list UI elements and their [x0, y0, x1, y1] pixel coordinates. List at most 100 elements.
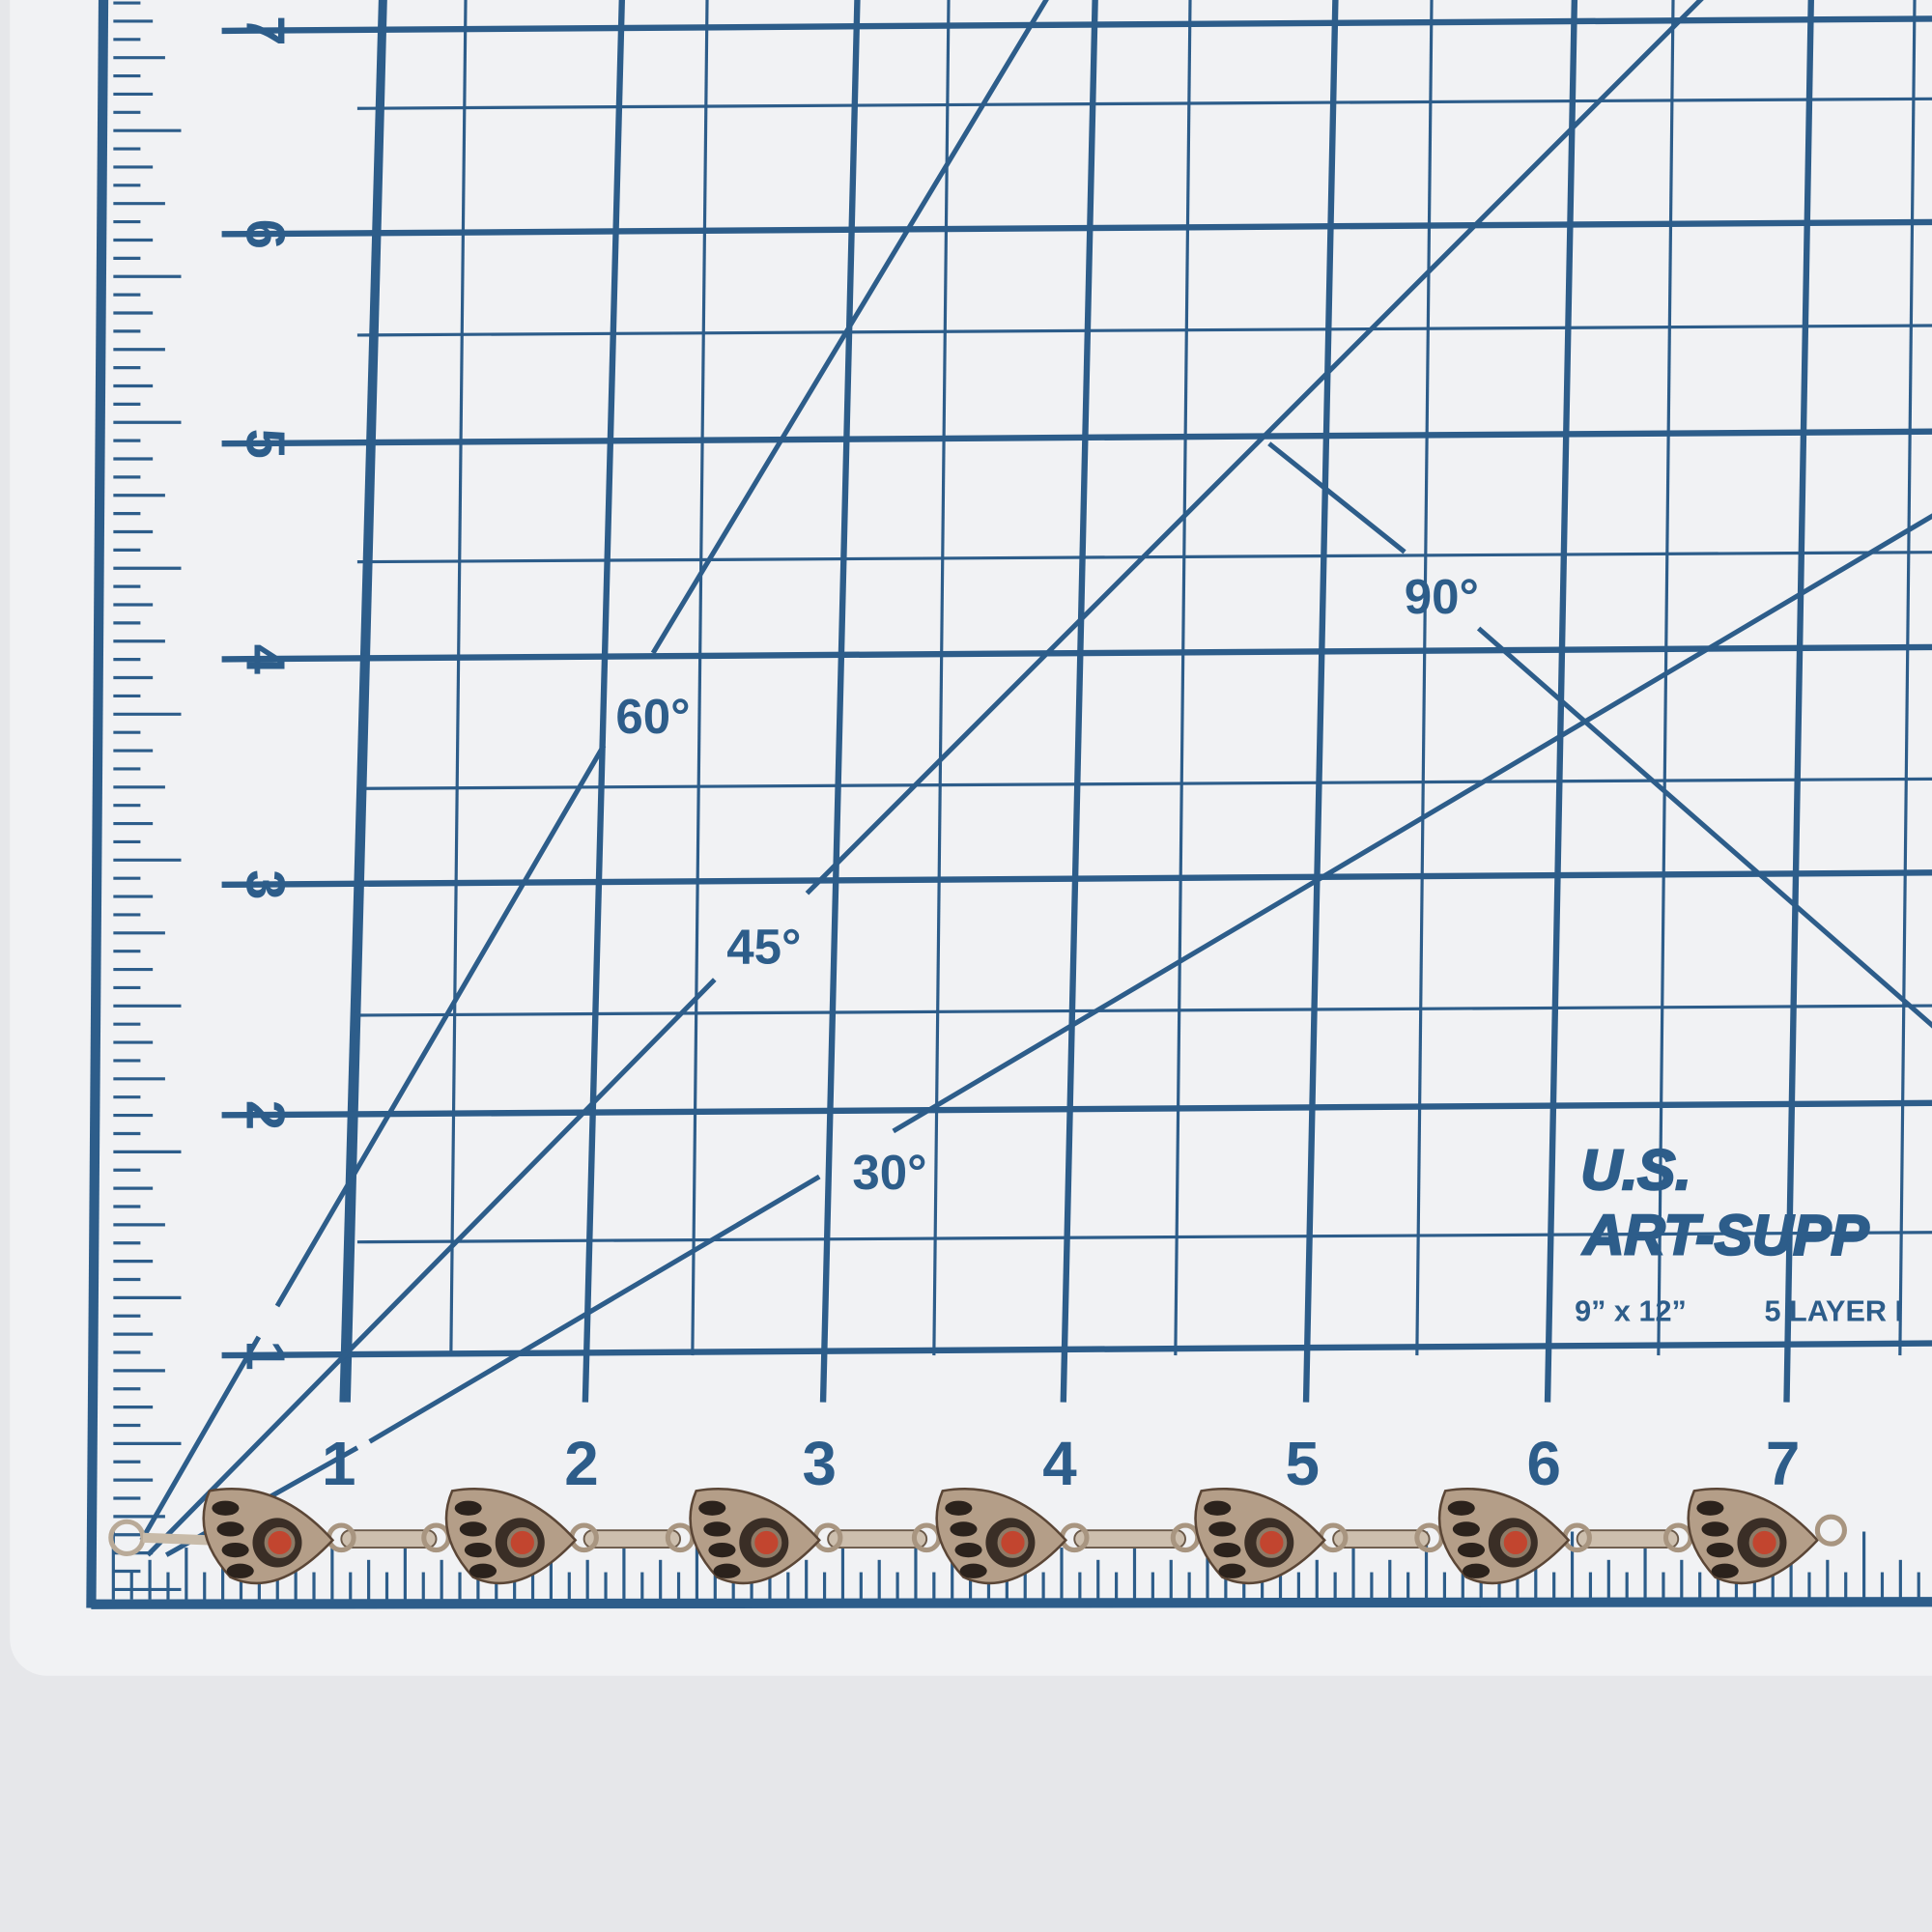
logo-line: U.S. — [1580, 1139, 1690, 1202]
minor-grid-line — [1415, 0, 1434, 1356]
paw-claw — [454, 1500, 482, 1516]
angle-line-45 — [805, 0, 1704, 895]
paw-claw — [1213, 1542, 1241, 1558]
left-scale-label: 4 — [236, 644, 297, 674]
paw-claw — [1711, 1563, 1739, 1578]
angle-label: 90° — [1405, 569, 1479, 624]
angle-line-45 — [146, 978, 717, 1557]
minor-grid-line — [356, 97, 1932, 110]
paw-claw — [216, 1521, 244, 1537]
paw-claw — [1696, 1500, 1724, 1516]
logo-line: ART-SUPP — [1581, 1204, 1869, 1266]
link-bar — [827, 1529, 928, 1548]
minor-grid-line — [356, 1004, 1932, 1017]
paw-claw — [954, 1542, 982, 1558]
paw-claw — [221, 1542, 249, 1558]
paw-claw — [1701, 1521, 1729, 1537]
angle-line-90 — [1476, 626, 1932, 1029]
paw-claw — [703, 1521, 731, 1537]
paw-claw — [713, 1563, 741, 1578]
major-grid-line — [221, 218, 1932, 238]
coral-stone — [751, 1526, 782, 1558]
major-grid-line — [221, 1099, 1932, 1119]
mat-border — [86, 0, 109, 1608]
coral-stone — [1256, 1526, 1288, 1558]
angle-line-60 — [650, 0, 1049, 655]
left-scale-label: 7 — [236, 15, 297, 45]
paw-claw — [1457, 1542, 1485, 1558]
minor-grid-line — [932, 0, 951, 1356]
paw-claw — [226, 1563, 254, 1578]
paw-claw — [945, 1500, 973, 1516]
coral-stone — [997, 1526, 1029, 1558]
coral-stone — [1499, 1526, 1531, 1558]
paw-claw — [464, 1542, 492, 1558]
major-grid-line — [221, 428, 1932, 447]
angle-line-30 — [892, 513, 1932, 1134]
paw-claw — [1204, 1500, 1232, 1516]
paw-claw — [698, 1500, 726, 1516]
bracelet — [108, 1487, 1847, 1585]
labels: 1 2 3 4 5 6 7 1 2 3 4 5 6 7 30° 45° 60° 90° U.S.ART-SUPP 9”… — [236, 15, 1903, 1498]
angle-label: 45° — [726, 919, 801, 974]
paw-claw — [1463, 1563, 1491, 1578]
angle-line-90 — [1267, 441, 1406, 554]
logo-text: 9” x 12” — [1575, 1294, 1687, 1327]
paw-claw — [950, 1521, 978, 1537]
left-scale-label: 6 — [236, 219, 297, 249]
angle-label: 60° — [615, 689, 690, 744]
paw-claw — [469, 1563, 497, 1578]
cutting-mat — [10, 0, 1932, 1676]
paw-claw — [1218, 1563, 1246, 1578]
coral-stone — [264, 1526, 296, 1558]
paw-claw — [212, 1500, 240, 1516]
left-scale-label: 3 — [236, 869, 297, 899]
link — [142, 1532, 211, 1546]
major-grid-line — [344, 0, 387, 1403]
link-bar — [1332, 1529, 1431, 1548]
left-scale-label: 5 — [236, 429, 297, 459]
bottom-scale-label: 5 — [1285, 1429, 1319, 1498]
link-bar — [582, 1529, 682, 1548]
end-ring — [1814, 1514, 1847, 1547]
major-grid-line — [221, 1340, 1932, 1359]
minor-grid-line — [1898, 0, 1917, 1356]
major-grid-line — [221, 869, 1932, 889]
paw-claw — [1452, 1521, 1480, 1537]
link-bar — [1073, 1529, 1186, 1548]
paw-claw — [459, 1521, 487, 1537]
bottom-scale-label: 4 — [1042, 1429, 1077, 1498]
coral-stone — [1748, 1526, 1780, 1558]
minor-grid-line — [449, 0, 468, 1356]
minor-grid-line — [691, 0, 709, 1356]
bottom-scale-label: 3 — [802, 1429, 836, 1498]
paw-claw — [1447, 1500, 1475, 1516]
paw-claw — [1706, 1542, 1734, 1558]
link-bar — [340, 1529, 438, 1548]
left-scale-label: 1 — [236, 1340, 297, 1370]
angle-label: 30° — [852, 1145, 926, 1200]
minor-grid-line — [356, 551, 1932, 564]
paw-claw — [1208, 1521, 1236, 1537]
left-scale-label: 2 — [236, 1100, 297, 1130]
paw-claw — [708, 1542, 736, 1558]
major-grid-line — [1060, 0, 1098, 1403]
bottom-scale-label: 1 — [322, 1429, 355, 1498]
link-bar — [1576, 1529, 1680, 1548]
angle-line-60 — [274, 744, 607, 1308]
minor-grid-line — [356, 324, 1932, 337]
angle-line-30 — [368, 1174, 821, 1444]
major-grid-line — [819, 0, 861, 1403]
mat-border — [91, 1597, 1932, 1609]
bottom-scale-label: 6 — [1526, 1429, 1560, 1498]
bottom-scale-label: 7 — [1766, 1429, 1800, 1498]
minor-grid-line — [356, 777, 1932, 790]
paw-claw — [959, 1563, 987, 1578]
minor-grid-line — [356, 1231, 1932, 1244]
logo-text: 5 LAYER I — [1765, 1294, 1903, 1327]
major-grid-line — [221, 643, 1932, 663]
angle-line-60 — [139, 1335, 262, 1542]
minor-grid-line — [1174, 0, 1192, 1356]
